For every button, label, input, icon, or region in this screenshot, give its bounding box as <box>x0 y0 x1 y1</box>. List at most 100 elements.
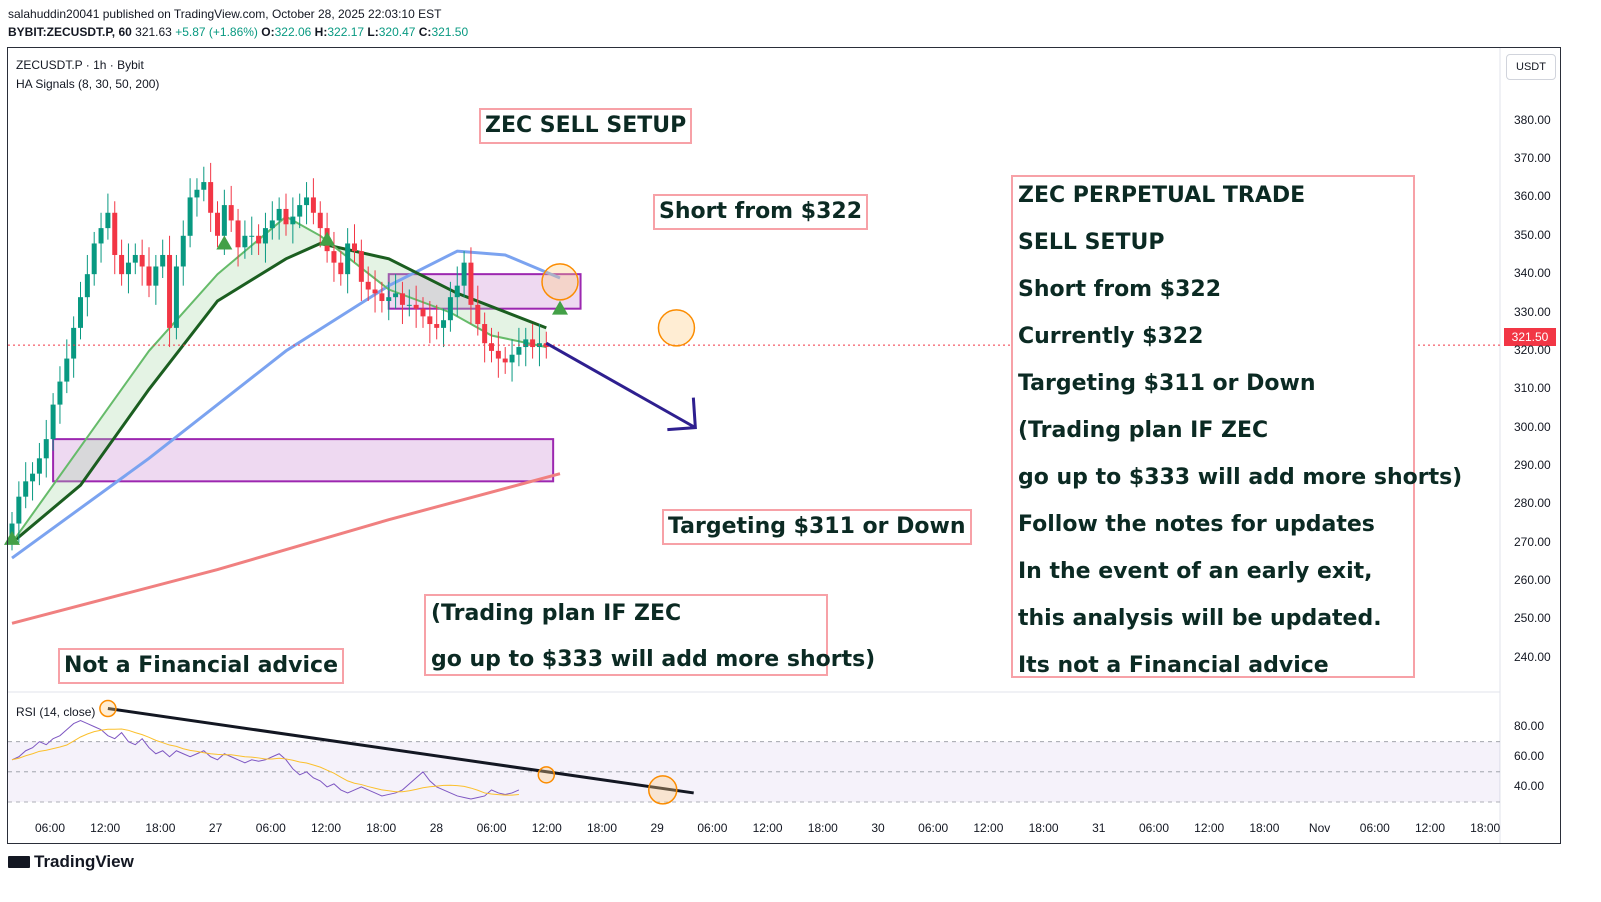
summary-line: Follow the notes for updates <box>1018 512 1375 537</box>
candle-body <box>30 473 36 482</box>
y-tick-label: 280.00 <box>1514 496 1551 511</box>
publisher-line: salahuddin20041 published on TradingView… <box>8 7 441 21</box>
candle-body <box>338 262 344 275</box>
candle-body <box>262 228 268 244</box>
rsi-ma-line <box>11 728 519 796</box>
buy-signal-triangle <box>216 235 233 250</box>
rsi-label[interactable]: RSI (14, close) <box>16 705 96 719</box>
candle-body <box>71 327 77 359</box>
candle-body <box>36 458 42 474</box>
candle-body <box>441 320 447 328</box>
candle-body <box>125 262 131 275</box>
buy-signal-triangle <box>4 530 20 545</box>
x-tick-label: 06:00 <box>918 821 949 835</box>
x-tick-label: 29 <box>650 821 664 835</box>
y-tick-label: 250.00 <box>1514 611 1551 626</box>
buy-signal-triangle <box>552 300 568 315</box>
candle-body <box>317 212 323 229</box>
rsi-line <box>11 720 520 800</box>
candle-body <box>386 297 392 302</box>
candle-body <box>399 293 405 305</box>
candle-body <box>173 266 179 328</box>
x-tick-label: 28 <box>429 821 444 835</box>
y-tick-label: 380.00 <box>1514 112 1551 127</box>
candle-body <box>119 254 125 275</box>
note-plan[interactable]: (Trading plan IF ZEC go up to $333 will … <box>424 594 875 676</box>
candle-body <box>139 254 145 267</box>
indicator-label[interactable]: HA Signals (8, 30, 50, 200) <box>16 77 160 91</box>
tradingview-logo[interactable]: TradingView <box>8 852 134 872</box>
candle-body <box>379 293 385 302</box>
y-tick-label: 330.00 <box>1514 304 1551 319</box>
candle-body <box>454 285 460 298</box>
candle-body <box>228 205 234 221</box>
candle-body <box>23 481 29 497</box>
summary-line: Currently $322 <box>1018 324 1204 349</box>
note-short[interactable]: Short from $322 <box>653 194 868 230</box>
rsi-highlight-circle <box>99 699 117 718</box>
candle-body <box>290 216 296 225</box>
x-tick-label: 18:00 <box>1028 821 1059 835</box>
y-tick-label: 320.00 <box>1514 342 1551 357</box>
candle-body <box>84 274 90 298</box>
candle-body <box>304 197 310 206</box>
supply-demand-zone <box>52 438 555 483</box>
candle-body <box>427 316 433 325</box>
note-plan-line1: (Trading plan IF ZEC <box>431 601 682 626</box>
candle-body <box>372 289 378 294</box>
target-arrow <box>545 341 697 429</box>
close-label: C: <box>418 25 432 39</box>
candle-body <box>50 404 56 440</box>
candle-body <box>530 339 536 348</box>
ohlc-line: BYBIT:ZECUSDT.P, 60 321.63 +5.87 (+1.86%… <box>8 25 468 39</box>
candle-body <box>331 251 337 263</box>
low-label: L: <box>367 25 379 39</box>
candle-body <box>495 350 501 359</box>
candle-body <box>249 235 255 237</box>
candle-body <box>235 220 241 248</box>
candle-body <box>276 208 282 221</box>
ema-slow-line <box>11 241 547 544</box>
candle-body <box>489 343 494 351</box>
open-label: O: <box>261 25 275 39</box>
y-tick-label: 290.00 <box>1514 457 1551 472</box>
last-price: 321.63 <box>135 25 172 39</box>
y-tick-label: 360.00 <box>1514 189 1551 204</box>
candle-body <box>475 304 481 325</box>
candle-body <box>180 235 186 267</box>
note-title[interactable]: ZEC SELL SETUP <box>479 108 693 144</box>
candle-body <box>112 212 118 255</box>
logo-icon <box>8 856 30 868</box>
note-target[interactable]: Targeting $311 or Down <box>662 509 972 545</box>
candle-body <box>482 324 488 344</box>
trade-summary-box[interactable]: ZEC PERPETUAL TRADE SELL SETUP Short fro… <box>1011 175 1462 678</box>
y-tick-label: 260.00 <box>1514 573 1551 588</box>
rsi-tick-label: 80.00 <box>1514 718 1545 733</box>
summary-line: Targeting $311 or Down <box>1018 371 1316 396</box>
buy-signal-triangle <box>319 231 336 246</box>
x-tick-label: 12:00 <box>90 821 121 835</box>
candle-body <box>187 197 193 236</box>
candle-body <box>215 212 220 236</box>
x-tick-label: 12:00 <box>531 821 562 835</box>
x-tick-label: Nov <box>1308 821 1331 835</box>
note-plan-line2: go up to $333 will add more shorts) <box>431 647 876 672</box>
x-tick-label: 12:00 <box>752 821 783 835</box>
candle-body <box>468 262 474 305</box>
candle-body <box>105 212 111 229</box>
candle-body <box>393 293 399 298</box>
candle-body <box>523 339 529 348</box>
candle-body <box>352 243 357 252</box>
summary-line: this analysis will be updated. <box>1018 606 1382 631</box>
candle-body <box>413 304 419 309</box>
currency-button[interactable]: USDT <box>1506 54 1556 80</box>
x-tick-label: 06:00 <box>1138 821 1170 835</box>
note-disclaimer[interactable]: Not a Financial advice <box>58 648 345 684</box>
x-tick-label: 18:00 <box>366 821 397 835</box>
candle-body <box>297 205 303 217</box>
candle-body <box>132 254 138 263</box>
symbol-label: BYBIT:ZECUSDT.P, 60 <box>8 25 132 39</box>
price-change: +5.87 (+1.86%) <box>175 25 258 39</box>
x-tick-label: 06:00 <box>697 821 728 835</box>
